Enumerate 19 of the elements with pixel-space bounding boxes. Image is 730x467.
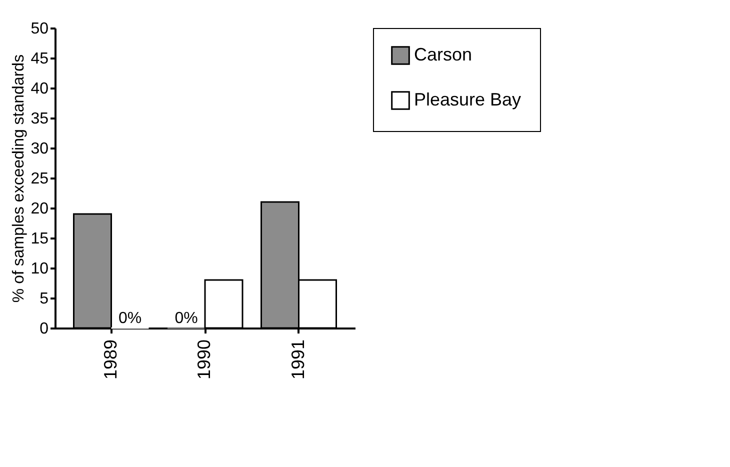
y-tick-label: 35 bbox=[30, 110, 49, 128]
data-label: 0% bbox=[174, 310, 198, 327]
data-label: 0% bbox=[118, 310, 142, 327]
legend-label: Carson bbox=[414, 44, 472, 64]
y-tick-label: 50 bbox=[30, 20, 49, 38]
y-axis-title: % of samples exceeding standards bbox=[10, 54, 28, 303]
y-tick-label: 15 bbox=[30, 230, 49, 248]
y-tick-label: 30 bbox=[30, 140, 49, 158]
x-tick-label: 1991 bbox=[288, 340, 308, 380]
y-tick-label: 10 bbox=[30, 260, 49, 278]
y-tick-label: 0 bbox=[40, 320, 49, 338]
legend-label: Pleasure Bay bbox=[414, 90, 522, 110]
y-tick-label: 5 bbox=[40, 290, 49, 308]
x-tick-label: 1990 bbox=[194, 340, 214, 380]
y-tick-label: 40 bbox=[30, 80, 49, 98]
y-tick-label: 45 bbox=[30, 50, 49, 68]
x-tick-label: 1989 bbox=[100, 340, 120, 380]
y-tick-label: 25 bbox=[30, 170, 49, 188]
y-tick-label: 20 bbox=[30, 200, 49, 218]
